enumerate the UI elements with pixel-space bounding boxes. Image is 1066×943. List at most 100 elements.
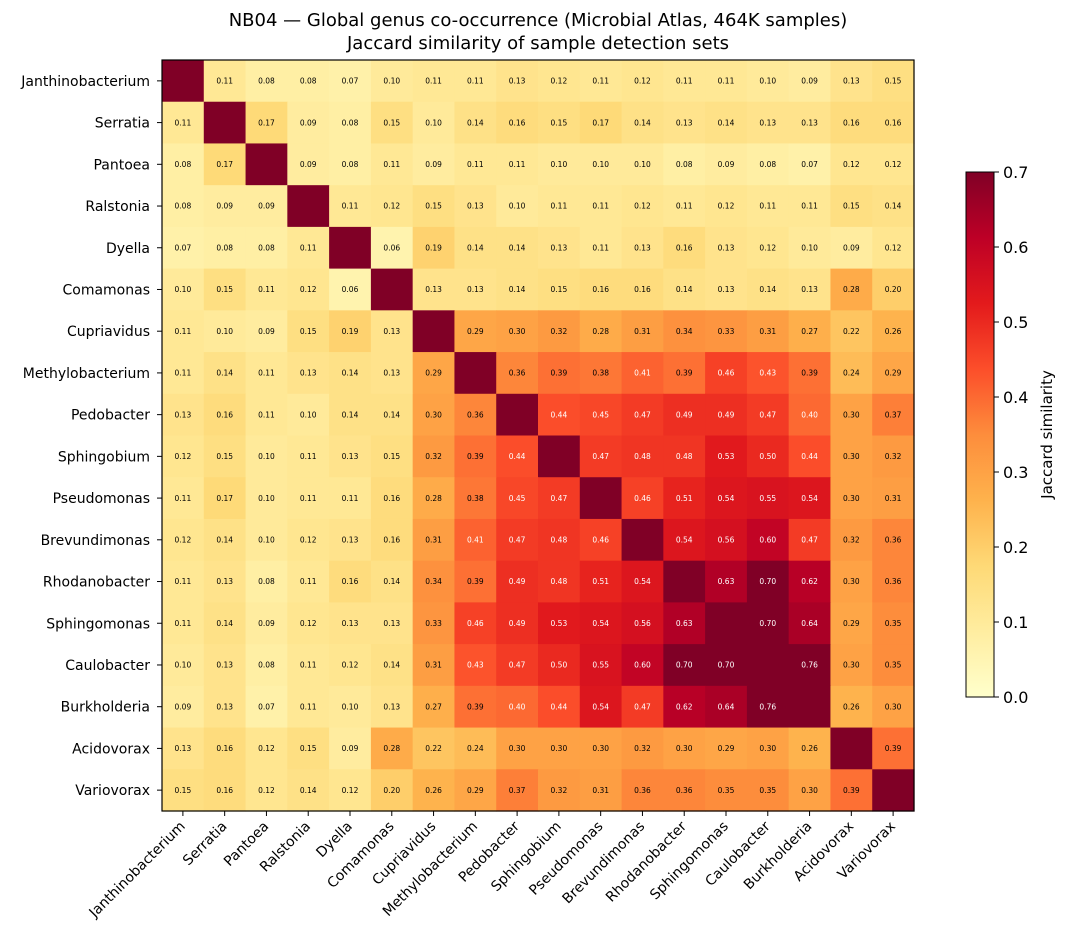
- y-tick-label: Methylobacterium: [23, 366, 150, 382]
- heatmap-cell: [203, 644, 247, 687]
- cell-value-label: 0.14: [885, 202, 902, 211]
- heatmap-cell: [412, 435, 456, 478]
- heatmap-cell: [203, 769, 247, 812]
- heatmap-cell: [203, 268, 247, 311]
- cell-value-label: 0.54: [676, 536, 693, 545]
- heatmap-cell: [245, 393, 288, 437]
- heatmap-cell: [538, 727, 581, 770]
- cell-value-label: 0.44: [509, 452, 526, 461]
- cell-value-label: 0.11: [300, 702, 317, 711]
- y-tick-label: Burkholderia: [61, 700, 150, 716]
- heatmap-cell: [329, 268, 372, 311]
- cell-value-label: 0.54: [718, 494, 735, 503]
- cell-value-label: 0.29: [467, 327, 484, 336]
- cell-value-label: 0.16: [843, 118, 860, 127]
- cell-value-label: 0.15: [216, 285, 233, 294]
- cell-value-label: 0.07: [801, 160, 818, 169]
- heatmap-cell: [705, 185, 748, 228]
- heatmap-cell: [579, 143, 623, 186]
- heatmap-cell: [705, 435, 748, 478]
- y-tick-label: Sphingobium: [58, 449, 150, 465]
- cell-value-label: 0.11: [467, 160, 484, 169]
- cell-value-label: 0.11: [467, 77, 484, 86]
- heatmap-cell: [162, 101, 205, 145]
- heatmap-cell: [538, 185, 581, 228]
- heatmap-cell: [705, 393, 748, 437]
- cell-value-label: 0.09: [258, 202, 275, 211]
- heatmap-cell: [245, 226, 288, 270]
- cell-value-label: 0.41: [467, 536, 484, 545]
- heatmap-cell: [329, 644, 372, 687]
- heatmap-cell: [203, 477, 247, 520]
- cell-value-label: 0.39: [551, 369, 568, 378]
- cell-value-label: 0.09: [843, 243, 860, 252]
- y-tick-label: Acidovorax: [72, 741, 150, 757]
- heatmap-cell: [203, 101, 247, 145]
- heatmap-cell: [705, 769, 748, 812]
- heatmap-cell: [705, 60, 748, 103]
- cell-value-label: 0.39: [843, 786, 860, 795]
- cell-value-label: 0.63: [676, 619, 693, 628]
- cell-value-label: 0.26: [843, 702, 860, 711]
- heatmap-cell: [496, 60, 539, 103]
- cell-value-label: 0.27: [425, 702, 442, 711]
- heatmap-cell: [621, 727, 664, 770]
- cell-value-label: 0.12: [759, 243, 776, 252]
- heatmap-cell: [621, 393, 664, 437]
- heatmap-cell: [788, 310, 832, 353]
- cell-value-label: 0.11: [592, 243, 609, 252]
- cell-value-label: 0.19: [342, 327, 359, 336]
- cell-value-label: 0.11: [258, 285, 275, 294]
- cell-value-label: 0.29: [843, 619, 860, 628]
- cell-value-label: 0.12: [843, 160, 860, 169]
- heatmap-cell: [329, 685, 372, 729]
- cell-value-label: 0.70: [759, 619, 776, 628]
- heatmap-cell: [705, 560, 748, 603]
- heatmap-cell: [454, 560, 497, 603]
- heatmap-cell: [370, 685, 414, 729]
- heatmap-cell: [162, 602, 205, 645]
- heatmap-cell: [454, 310, 497, 353]
- colorbar-tick-label: 0.1: [1003, 613, 1028, 632]
- cell-value-label: 0.47: [551, 494, 568, 503]
- heatmap-cell: [203, 310, 247, 353]
- cell-value-label: 0.54: [634, 577, 651, 586]
- cell-value-label: 0.35: [885, 619, 902, 628]
- heatmap-cell: [538, 769, 581, 812]
- cell-value-label: 0.09: [216, 202, 233, 211]
- cell-value-label: 0.17: [216, 160, 233, 169]
- heatmap-cell: [329, 226, 372, 270]
- colorbar-tick-label: 0.6: [1003, 238, 1028, 257]
- cell-value-label: 0.37: [509, 786, 526, 795]
- cell-value-label: 0.10: [300, 410, 317, 419]
- heatmap-cell: [579, 769, 623, 812]
- heatmap-cell: [245, 477, 288, 520]
- heatmap-cell: [329, 435, 372, 478]
- cell-value-label: 0.08: [258, 661, 275, 670]
- heatmap-cell: [454, 393, 497, 437]
- cell-value-label: 0.39: [676, 369, 693, 378]
- colorbar-tick-label: 0.3: [1003, 463, 1028, 482]
- cell-value-label: 0.14: [216, 536, 233, 545]
- cell-value-label: 0.11: [300, 577, 317, 586]
- cell-value-label: 0.11: [300, 452, 317, 461]
- heatmap-cell: [538, 226, 581, 270]
- heatmap-cell: [287, 60, 330, 103]
- heatmap-cell: [705, 143, 748, 186]
- y-tick-label: Comamonas: [62, 282, 150, 298]
- heatmap-cell: [245, 352, 288, 395]
- heatmap-cell: [162, 644, 205, 687]
- cell-value-label: 0.12: [885, 160, 902, 169]
- colorbar: [965, 171, 995, 698]
- cell-value-label: 0.11: [342, 494, 359, 503]
- heatmap-cell: [788, 268, 832, 311]
- cell-value-label: 0.14: [216, 369, 233, 378]
- heatmap-cell: [746, 268, 790, 311]
- cell-value-label: 0.12: [175, 536, 192, 545]
- cell-value-label: 0.55: [759, 494, 776, 503]
- heatmap-cell: [621, 560, 664, 603]
- heatmap-cell: [496, 727, 539, 770]
- heatmap-cell: [412, 477, 456, 520]
- heatmap-cell: [412, 560, 456, 603]
- cell-value-label: 0.29: [718, 744, 735, 753]
